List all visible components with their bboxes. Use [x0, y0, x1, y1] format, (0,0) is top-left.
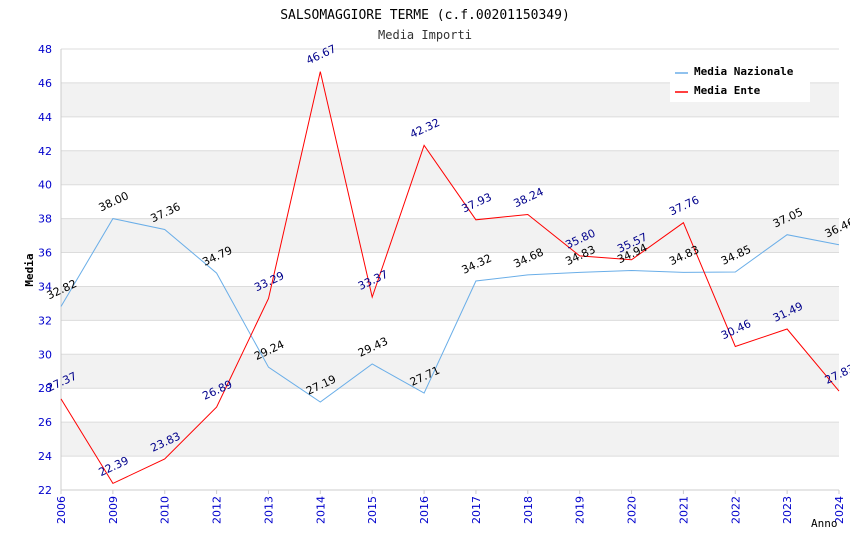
plot-band [61, 218, 839, 253]
y-tick-label: 28 [38, 382, 52, 395]
plot-band [61, 456, 839, 490]
x-tick-label: 2022 [729, 496, 742, 524]
legend-label-ente: Media Ente [694, 84, 761, 97]
plot-band [61, 354, 839, 389]
x-tick-labels: 2006 2009 2010 2012 2013 2014 2015 2016 2017 2018… [55, 490, 846, 524]
x-tick-label: 2018 [522, 496, 535, 524]
plot-band [61, 116, 839, 151]
plot-band [61, 184, 839, 219]
y-tick-label: 22 [38, 484, 52, 497]
x-tick-label: 2016 [418, 496, 431, 524]
axes [60, 49, 839, 491]
y-tick-label: 40 [38, 179, 52, 192]
x-tick-label: 2013 [262, 496, 275, 524]
x-tick-label: 2021 [677, 496, 690, 524]
y-tick-label: 42 [38, 145, 52, 158]
y-axis-label: Media [23, 253, 36, 286]
y-tick-labels: 22 24 26 28 30 32 34 36 38 40 42 44 46 48 [38, 43, 52, 497]
plot-band [61, 150, 839, 185]
x-tick-label: 2017 [470, 496, 483, 524]
plot-band [61, 422, 839, 457]
y-tick-label: 48 [38, 43, 52, 56]
x-axis-label: Anno [811, 517, 838, 530]
y-tick-label: 38 [38, 213, 52, 226]
y-tick-label: 36 [38, 247, 52, 260]
chart-title: SALSOMAGGIORE TERME (c.f.00201150349) [280, 8, 570, 23]
y-tick-label: 34 [38, 280, 52, 293]
chart-subtitle: Media Importi [378, 28, 472, 42]
series-line-ente [60, 71, 840, 485]
x-tick-label: 2009 [107, 496, 120, 524]
series-line-nazionale [60, 218, 840, 403]
x-tick-label: 2019 [574, 496, 587, 524]
y-tick-label: 30 [38, 348, 52, 361]
legend: Media Nazionale Media Ente [670, 60, 810, 102]
plot-bands [61, 49, 839, 490]
x-tick-label: 2014 [314, 496, 327, 524]
x-tick-label: 2006 [55, 496, 68, 524]
legend-background [670, 60, 810, 102]
x-tick-label: 2015 [366, 496, 379, 524]
y-tick-label: 44 [38, 111, 52, 124]
legend-label-nazionale: Media Nazionale [694, 65, 794, 78]
y-tick-label: 46 [38, 77, 52, 90]
x-tick-label: 2012 [211, 496, 224, 524]
y-tick-label: 26 [38, 416, 52, 429]
series-layer [60, 71, 840, 485]
x-tick-label: 2010 [159, 496, 172, 524]
y-tick-label: 24 [38, 450, 52, 463]
plot-band [61, 286, 839, 321]
plot-band [61, 388, 839, 423]
x-tick-label: 2020 [626, 496, 639, 524]
x-tick-label: 2024 [833, 496, 846, 524]
y-tick-label: 32 [38, 314, 52, 327]
x-tick-label: 2023 [781, 496, 794, 524]
plot-band [61, 252, 839, 287]
